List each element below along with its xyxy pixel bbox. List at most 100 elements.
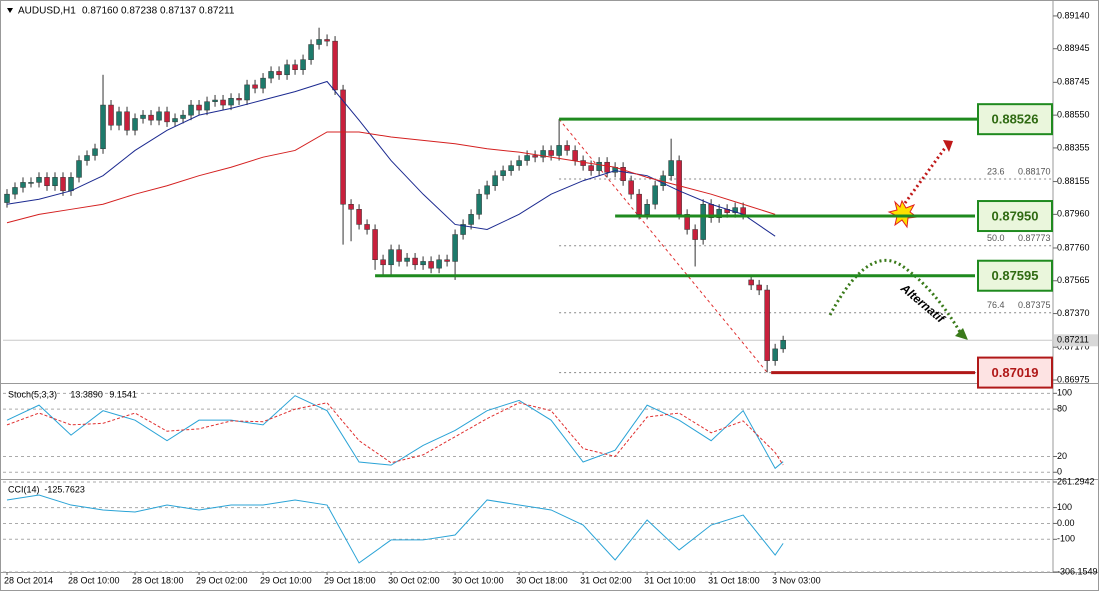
y-tick-label: -306.1549 [1057, 566, 1098, 576]
x-tick-label: 30 Oct 02:00 [388, 575, 440, 585]
level-label: 0.87595 [992, 268, 1039, 283]
y-tick-label: 0.87370 [1057, 308, 1090, 318]
candle-body [68, 177, 74, 192]
candle-body [764, 289, 770, 361]
candle-body [484, 185, 490, 195]
candle-body [716, 209, 722, 218]
candle-body [52, 177, 58, 187]
y-tick-label: 0.88355 [1057, 142, 1090, 152]
candle-body [388, 249, 394, 266]
header-high: 0.87238 [121, 6, 158, 17]
level-label: 0.88526 [992, 112, 1039, 127]
x-tick-label: 31 Oct 10:00 [644, 575, 696, 585]
candle-body [12, 187, 18, 195]
candle-body [356, 209, 362, 225]
arrow-head [955, 328, 968, 340]
candle-body [164, 111, 170, 123]
candle-body [636, 193, 642, 215]
candle-body [348, 204, 354, 210]
y-tick-label: 0 [1057, 467, 1062, 477]
candle-body [508, 165, 514, 171]
candle-body [308, 44, 314, 60]
candle-body [212, 99, 218, 102]
x-tick-label: 28 Oct 2014 [4, 575, 53, 585]
candle-body [700, 204, 706, 240]
x-tick-label: 30 Oct 18:00 [516, 575, 568, 585]
candle-body [548, 150, 554, 156]
moving-average [6, 131, 776, 224]
candle-body [92, 148, 98, 156]
y-tick-label: 80 [1057, 403, 1067, 413]
candle-body [580, 160, 586, 166]
candle-body [460, 224, 466, 235]
candle-body [668, 160, 674, 176]
candle-body [300, 59, 306, 70]
candle-body [292, 64, 298, 70]
candle-body [124, 111, 130, 131]
moving-average [6, 80, 776, 237]
candle-body [420, 261, 426, 266]
x-tick-label: 31 Oct 02:00 [580, 575, 632, 585]
candle-body [644, 204, 650, 215]
indicator-reading: -125.7623 [44, 484, 85, 494]
header-open: 0.87160 [82, 6, 119, 17]
price-tag [1054, 334, 1098, 347]
candle-body [556, 145, 562, 156]
menu-triangle[interactable] [7, 8, 13, 13]
candle-body [340, 89, 346, 205]
candle-body [620, 167, 626, 181]
x-tick-label: 29 Oct 02:00 [196, 575, 248, 585]
y-tick-label: 100 [1057, 388, 1072, 398]
candle-body [236, 98, 242, 101]
candle-body [692, 229, 698, 240]
candle-body [684, 214, 690, 230]
candle-body [452, 234, 458, 262]
candle-body [260, 77, 266, 89]
fib-value: 0.87773 [1018, 233, 1051, 243]
candle-body [372, 229, 378, 261]
candle-body [396, 249, 402, 262]
indicator-line [6, 494, 784, 564]
candle-body [244, 84, 250, 101]
fib-value: 0.88170 [1018, 166, 1051, 176]
y-tick-label: 261.2942 [1057, 476, 1095, 486]
candle-body [524, 155, 530, 161]
candle-body [404, 257, 410, 262]
y-tick-label: 0.87760 [1057, 242, 1090, 252]
level-box [977, 103, 1053, 136]
candle-body [428, 261, 434, 269]
candle-body [676, 160, 682, 215]
alternative-arrow [828, 258, 962, 333]
candle-body [756, 284, 762, 291]
y-tick-label: -100 [1057, 534, 1075, 544]
candle-body [532, 155, 538, 158]
candle-body [748, 279, 754, 286]
candle-body [492, 175, 498, 187]
candle-body [172, 118, 178, 123]
level-box [977, 259, 1053, 292]
x-tick-label: 30 Oct 10:00 [452, 575, 504, 585]
candle-body [44, 177, 50, 187]
candle-body [628, 180, 634, 195]
y-tick-label: 0.88745 [1057, 77, 1090, 87]
candle-body [588, 165, 594, 171]
fib-value: 0.87375 [1018, 300, 1051, 310]
candle-body [108, 104, 114, 126]
indicator-reading: 13.3890 [70, 389, 103, 399]
candle-body [228, 98, 234, 106]
indicator-title: Stoch(5,3,3) [8, 389, 57, 399]
fib-ratio: 76.4 [987, 300, 1005, 310]
candle-body [772, 348, 778, 361]
candles [4, 27, 786, 373]
arrow-up [903, 147, 947, 204]
y-tick-label: 0.87565 [1057, 275, 1090, 285]
candle-body [316, 39, 322, 45]
level-box [977, 356, 1053, 389]
level-label: 0.87019 [992, 365, 1039, 380]
candle-body [476, 193, 482, 215]
y-tick-label: 0.89140 [1057, 10, 1090, 20]
candle-body [196, 104, 202, 111]
candle-body [500, 170, 506, 176]
